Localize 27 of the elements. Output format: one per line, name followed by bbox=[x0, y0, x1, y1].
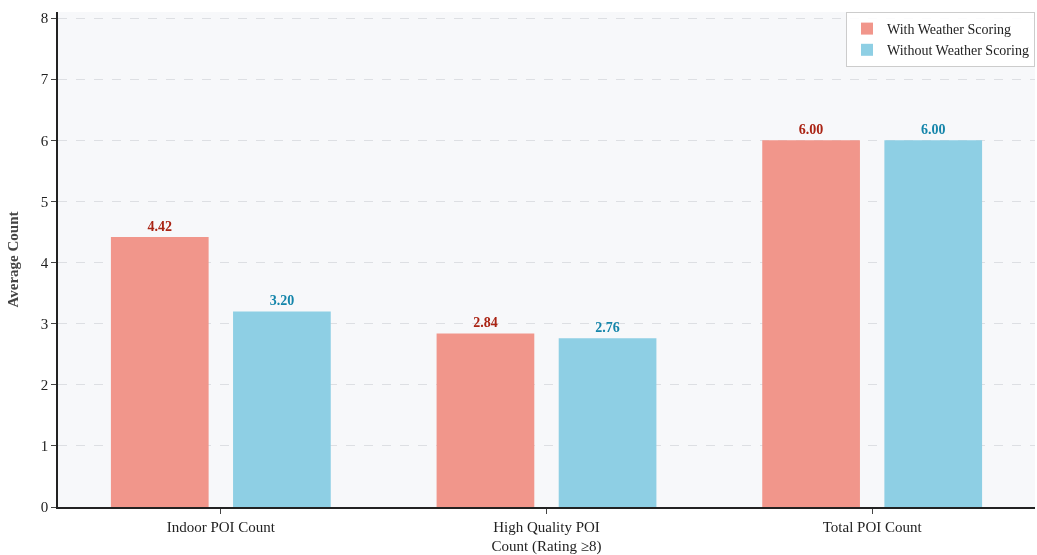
data-label: 4.42 bbox=[147, 218, 173, 234]
x-tick-label: Indoor POI Count bbox=[166, 518, 276, 535]
data-label: 6.00 bbox=[920, 122, 946, 138]
bar bbox=[233, 311, 331, 507]
y-tick-label: 3 bbox=[40, 315, 49, 332]
y-tick-label: 2 bbox=[40, 377, 49, 394]
x-tick-label: Total POI Count bbox=[822, 518, 923, 535]
bar bbox=[558, 338, 657, 507]
legend-label: With Weather Scoring bbox=[887, 22, 1012, 38]
data-label: 2.76 bbox=[595, 320, 620, 336]
data-label: 6.00 bbox=[798, 122, 824, 138]
bar bbox=[110, 236, 209, 507]
y-tick-label: 6 bbox=[40, 132, 49, 149]
bar bbox=[762, 140, 860, 507]
y-tick-label: 8 bbox=[40, 10, 49, 27]
y-tick-label: 1 bbox=[40, 438, 49, 455]
data-label: 3.20 bbox=[269, 293, 295, 309]
y-tick-label: 5 bbox=[40, 193, 49, 210]
bar bbox=[884, 140, 983, 507]
bar bbox=[436, 333, 535, 507]
y-tick-label: 7 bbox=[40, 71, 49, 88]
y-tick-label: 0 bbox=[40, 499, 49, 516]
y-axis-title: Average Count bbox=[4, 211, 21, 308]
y-tick-label: 4 bbox=[40, 254, 49, 271]
legend-label: Without Weather Scoring bbox=[887, 43, 1029, 59]
data-label: 2.84 bbox=[473, 315, 498, 331]
x-tick-label: High Quality POI Count (Rating ≥8) bbox=[491, 518, 602, 555]
